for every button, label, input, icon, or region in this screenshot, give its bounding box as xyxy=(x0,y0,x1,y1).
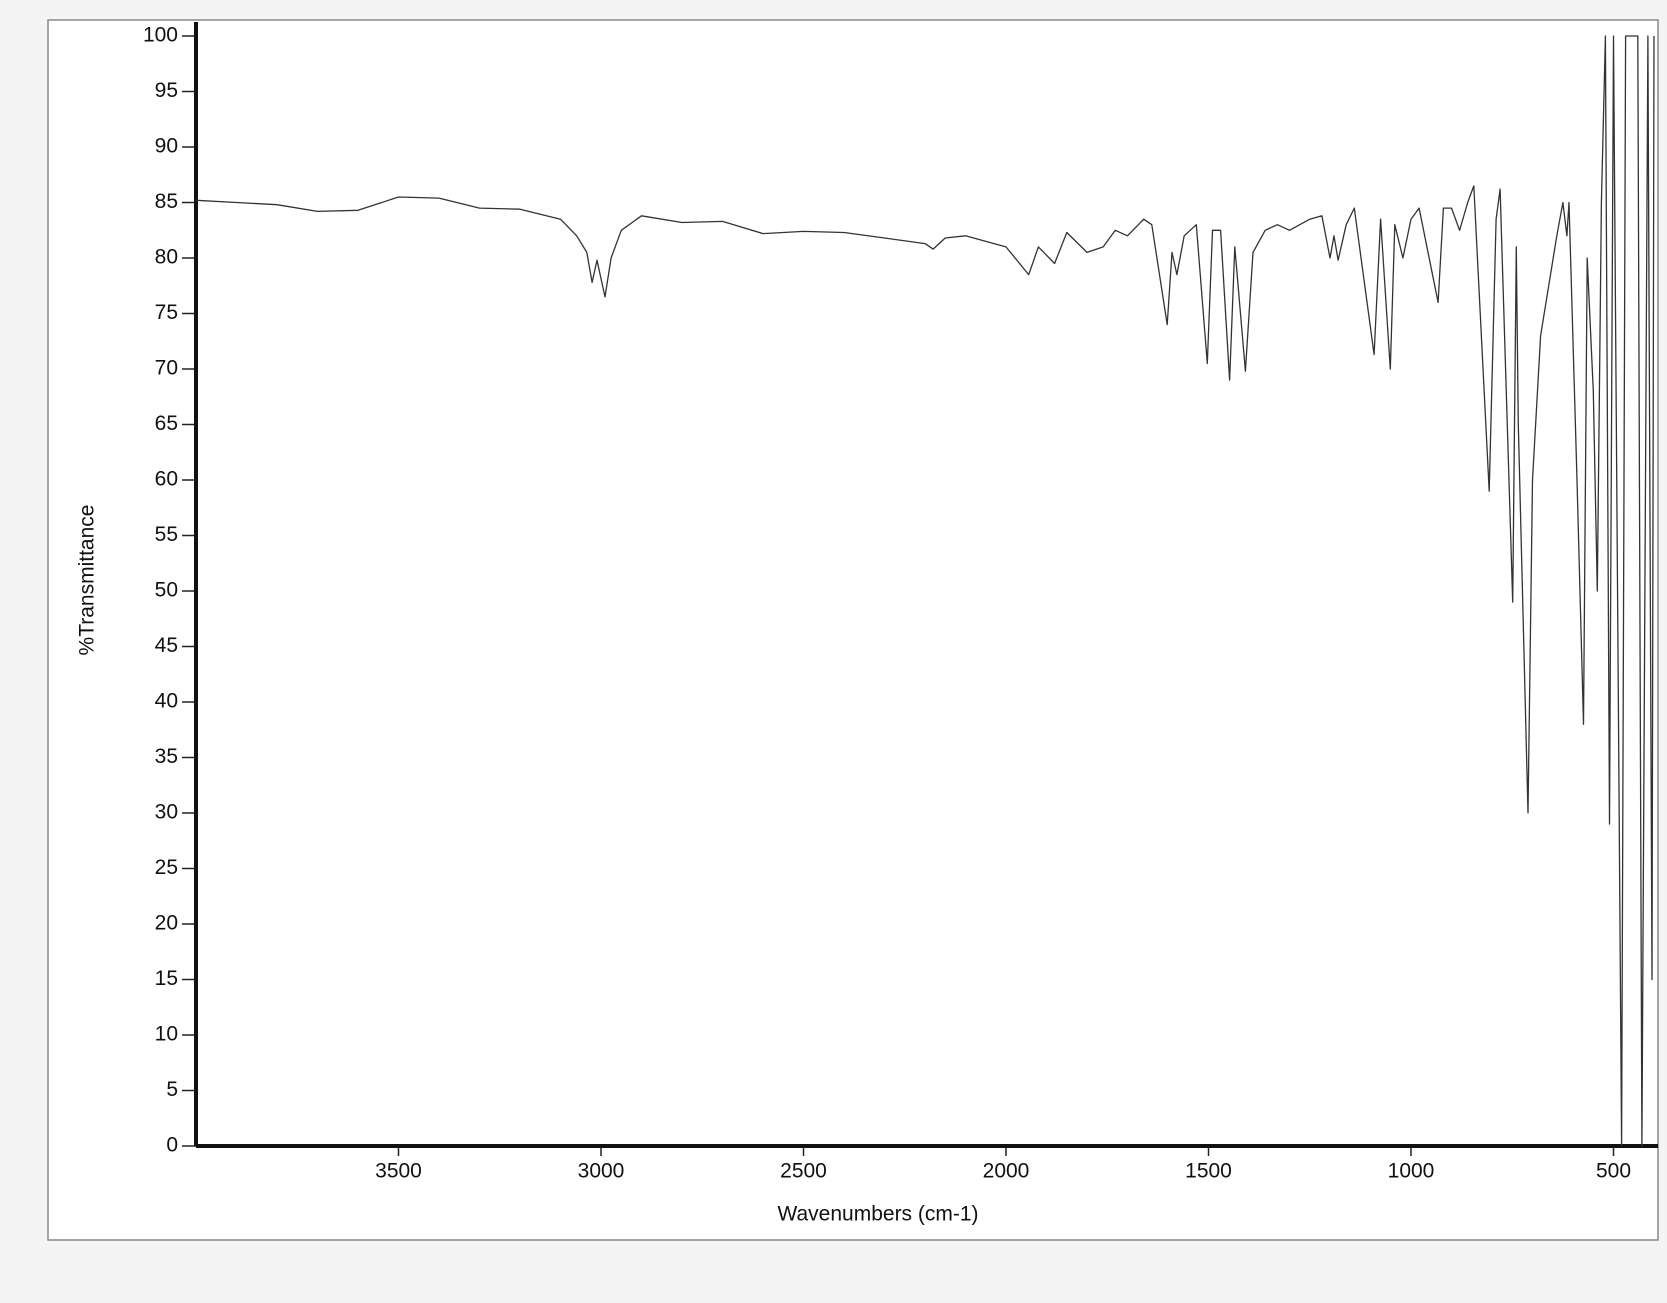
y-axis-label: %Transmittance xyxy=(76,505,99,656)
frame xyxy=(47,19,1659,1241)
y-tick-label: 95 xyxy=(155,79,178,102)
y-tick-label: 20 xyxy=(155,912,178,935)
y-tick-label: 40 xyxy=(155,690,178,713)
y-tick-label: 85 xyxy=(155,190,178,213)
y-tick-label: 45 xyxy=(155,634,178,657)
y-tick-label: 25 xyxy=(155,856,178,879)
spectrum-line xyxy=(195,35,1655,1147)
y-tick-label: 35 xyxy=(155,745,178,768)
x-tick-label: 2000 xyxy=(983,1160,1030,1183)
y-tick-label: 10 xyxy=(155,1023,178,1046)
y-tick-label: 90 xyxy=(155,135,178,158)
x-tick-label: 500 xyxy=(1596,1160,1631,1183)
y-tick-label: 55 xyxy=(155,523,178,546)
x-tick-label: 1000 xyxy=(1388,1160,1435,1183)
y-tick-label: 70 xyxy=(155,357,178,380)
y-tick-label: 80 xyxy=(155,246,178,269)
y-tick-label: 5 xyxy=(166,1078,178,1101)
y-tick-label: 0 xyxy=(166,1134,178,1157)
x-tick-label: 2500 xyxy=(780,1160,827,1183)
y-tick-label: 15 xyxy=(155,967,178,990)
x-tick-label: 3000 xyxy=(578,1160,625,1183)
x-tick-label: 1500 xyxy=(1185,1160,1232,1183)
y-tick-label: 60 xyxy=(155,468,178,491)
x-axis-label: Wavenumbers (cm-1) xyxy=(777,1203,978,1226)
y-tick-label: 75 xyxy=(155,301,178,324)
x-tick-label: 3500 xyxy=(375,1160,422,1183)
y-tick-label: 65 xyxy=(155,412,178,435)
y-tick-label: 100 xyxy=(143,24,178,47)
y-tick-label: 50 xyxy=(155,579,178,602)
y-tick-label: 30 xyxy=(155,801,178,824)
